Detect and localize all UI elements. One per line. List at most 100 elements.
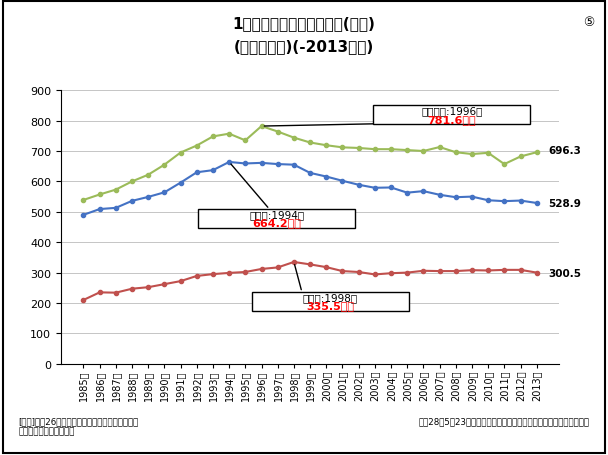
高齢者 (371, 272, 378, 278)
全世帯 (177, 181, 184, 186)
高齢者 (420, 268, 427, 274)
全世帯 (258, 161, 265, 166)
Text: 1世帯あたり平均所得金額(万円): 1世帯あたり平均所得金額(万円) (233, 16, 375, 31)
Line: 全世帯: 全世帯 (81, 161, 539, 217)
児童あり (274, 130, 282, 135)
児童あり (145, 172, 152, 178)
高齢者 (226, 271, 233, 276)
児童あり (404, 148, 411, 153)
高齢者 (404, 270, 411, 276)
児童あり (485, 151, 492, 156)
児童あり (452, 150, 460, 156)
FancyBboxPatch shape (252, 293, 409, 311)
児童あり (355, 146, 362, 152)
児童あり (96, 192, 103, 198)
児童あり (80, 198, 87, 203)
児童あり (128, 179, 136, 185)
全世帯 (533, 201, 541, 206)
全世帯 (485, 198, 492, 203)
全世帯 (209, 168, 216, 173)
児童あり (177, 151, 184, 156)
Text: 664.2万円: 664.2万円 (252, 218, 302, 228)
高齢者 (500, 268, 508, 273)
全世帯 (242, 162, 249, 167)
高齢者 (485, 268, 492, 273)
Line: 児童あり: 児童あり (81, 125, 539, 202)
児童あり (209, 134, 216, 140)
高齢者 (452, 269, 460, 274)
全世帯 (145, 195, 152, 200)
高齢者 (128, 286, 136, 292)
FancyBboxPatch shape (373, 106, 530, 124)
全世帯 (290, 162, 297, 168)
児童あり (226, 131, 233, 137)
Text: (世帯構造別)(-2013年分): (世帯構造別)(-2013年分) (234, 39, 374, 54)
高齢者 (290, 260, 297, 265)
全世帯 (387, 185, 395, 191)
児童あり (161, 162, 168, 168)
高齢者 (177, 279, 184, 284)
高齢者 (161, 282, 168, 287)
全世帯 (96, 207, 103, 212)
高齢者 (436, 269, 443, 274)
Text: 781.6万円: 781.6万円 (427, 114, 476, 124)
高齢者 (258, 267, 265, 272)
全世帯 (112, 206, 120, 211)
全世帯 (436, 192, 443, 198)
高齢者 (468, 268, 475, 273)
高齢者 (274, 265, 282, 271)
高齢者 (517, 268, 524, 273)
全世帯 (306, 171, 314, 176)
全世帯 (452, 195, 460, 201)
児童あり (371, 147, 378, 152)
児童あり (420, 149, 427, 154)
高齢者 (533, 270, 541, 276)
児童あり (533, 150, 541, 156)
高齢者 (306, 262, 314, 268)
高齢者 (387, 271, 395, 276)
Line: 高齢者: 高齢者 (81, 260, 539, 303)
高齢者 (323, 265, 330, 270)
児童あり (500, 162, 508, 167)
全世帯 (468, 194, 475, 200)
高齢者 (193, 273, 201, 279)
児童あり (468, 152, 475, 157)
全世帯 (128, 199, 136, 204)
Text: 335.5万円: 335.5万円 (306, 301, 354, 311)
全世帯 (355, 182, 362, 188)
FancyBboxPatch shape (198, 210, 356, 228)
全世帯 (274, 162, 282, 167)
全世帯 (371, 186, 378, 191)
全世帯 (226, 160, 233, 165)
全世帯 (339, 179, 346, 184)
全世帯 (404, 191, 411, 196)
Text: [出典]平成26年　国民生活基礎調査の概況を基に
　　足立信也事務所作成: [出典]平成26年 国民生活基礎調査の概況を基に 足立信也事務所作成 (18, 416, 139, 436)
児童あり (387, 147, 395, 152)
全世帯 (517, 198, 524, 204)
高齢者 (112, 290, 120, 296)
Text: 児童あり:1996年: 児童あり:1996年 (421, 106, 482, 116)
Text: ⑤: ⑤ (583, 16, 594, 29)
Text: 300.5: 300.5 (548, 268, 581, 278)
全世帯 (420, 189, 427, 194)
高齢者 (339, 269, 346, 274)
児童あり (339, 145, 346, 151)
高齢者 (96, 290, 103, 295)
全世帯 (161, 190, 168, 196)
児童あり (306, 141, 314, 146)
児童あり (112, 187, 120, 193)
児童あり (323, 143, 330, 149)
児童あり (193, 143, 201, 149)
全世帯 (193, 170, 201, 176)
児童あり (436, 145, 443, 151)
Text: 528.9: 528.9 (548, 198, 581, 208)
児童あり (290, 136, 297, 141)
高齢者 (145, 285, 152, 290)
高齢者 (355, 270, 362, 275)
Text: 全世帯:1994年: 全世帯:1994年 (249, 210, 305, 220)
高齢者 (242, 270, 249, 275)
児童あり (242, 138, 249, 144)
Text: 高齢者:1998年: 高齢者:1998年 (303, 293, 358, 303)
Text: 平成28年5月23日　参議院決算委員会　民進党・新緑風会　足立信也: 平成28年5月23日 参議院決算委員会 民進党・新緑風会 足立信也 (419, 416, 590, 425)
高齢者 (80, 298, 87, 303)
